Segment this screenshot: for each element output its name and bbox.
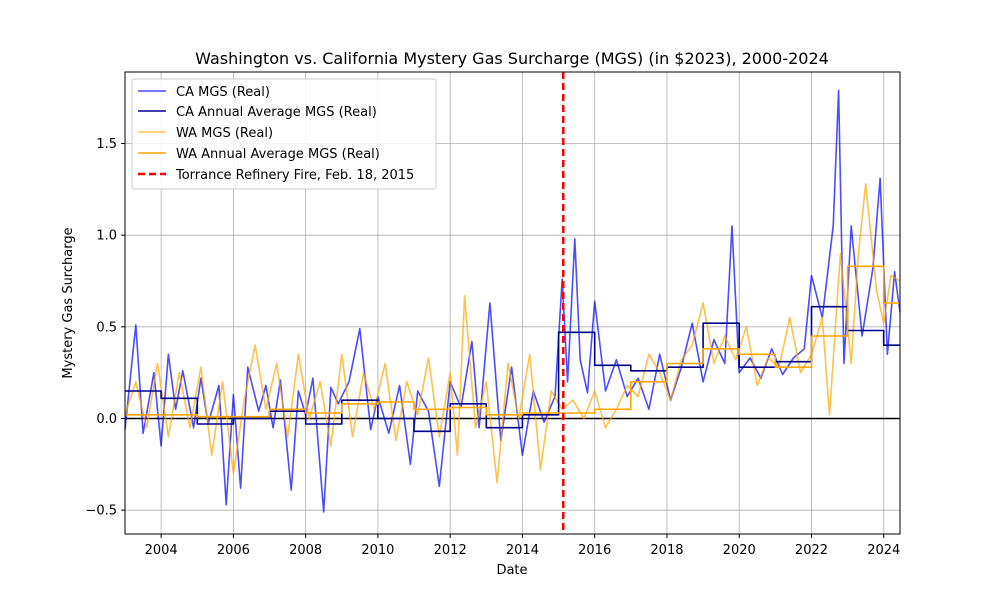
x-tick-label: 2024 — [867, 543, 900, 558]
x-tick-label: 2006 — [217, 543, 250, 558]
x-tick-label: 2016 — [578, 543, 611, 558]
x-tick-label: 2014 — [506, 543, 539, 558]
y-axis-label: Mystery Gas Surcharge — [61, 227, 76, 378]
series-group — [124, 89, 901, 513]
legend-label-ca: CA MGS (Real) — [176, 85, 270, 100]
x-tick-label: 2008 — [289, 543, 322, 558]
x-tick-label: 2022 — [795, 543, 828, 558]
legend-label-ca-avg: CA Annual Average MGS (Real) — [176, 105, 377, 120]
series-wa-mgs-line — [124, 183, 901, 484]
legend: CA MGS (Real) CA Annual Average MGS (Rea… — [131, 78, 437, 190]
x-axis-ticks: 2004 2006 2008 2010 2012 2014 2016 2018 2020 2022… — [145, 534, 900, 558]
x-tick-label: 2012 — [434, 543, 467, 558]
x-tick-label: 2018 — [650, 543, 683, 558]
y-tick-label: 1.0 — [96, 229, 117, 244]
x-tick-label: 2020 — [723, 543, 756, 558]
y-tick-label: 0.0 — [96, 412, 117, 427]
x-axis-label: Date — [496, 563, 527, 578]
x-tick-label: 2010 — [361, 543, 394, 558]
chart-title: Washington vs. California Mystery Gas Su… — [195, 49, 829, 68]
x-tick-label: 2004 — [145, 543, 178, 558]
legend-label-event: Torrance Refinery Fire, Feb. 18, 2015 — [175, 168, 414, 183]
series-ca-mgs-line — [124, 89, 901, 513]
legend-label-wa-avg: WA Annual Average MGS (Real) — [176, 147, 380, 162]
y-tick-label: −0.5 — [85, 504, 117, 519]
legend-box — [131, 78, 437, 190]
series-wa-annual-average-line — [125, 265, 900, 418]
plot-frame — [124, 71, 901, 535]
y-tick-label: 1.5 — [96, 137, 117, 152]
y-axis-ticks: −0.5 0.0 0.5 1.0 1.5 — [85, 137, 125, 519]
y-tick-label: 0.5 — [96, 320, 117, 335]
legend-label-wa: WA MGS (Real) — [176, 126, 273, 141]
